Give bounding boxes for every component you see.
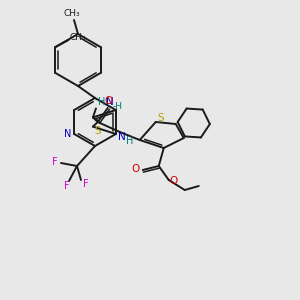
Text: H: H — [98, 98, 106, 107]
Text: N: N — [106, 98, 114, 107]
Text: N: N — [118, 132, 126, 142]
Text: O: O — [169, 176, 178, 186]
Text: F: F — [52, 157, 58, 167]
Text: O: O — [132, 164, 140, 174]
Text: -H: -H — [113, 102, 123, 111]
Text: F: F — [64, 181, 70, 191]
Text: O: O — [105, 96, 113, 106]
Text: H: H — [126, 136, 134, 146]
Text: CH₃: CH₃ — [69, 34, 86, 43]
Text: S: S — [94, 126, 101, 136]
Text: F: F — [83, 179, 89, 189]
Text: S: S — [158, 113, 164, 123]
Text: N: N — [64, 129, 71, 139]
Text: CH₃: CH₃ — [64, 8, 80, 17]
